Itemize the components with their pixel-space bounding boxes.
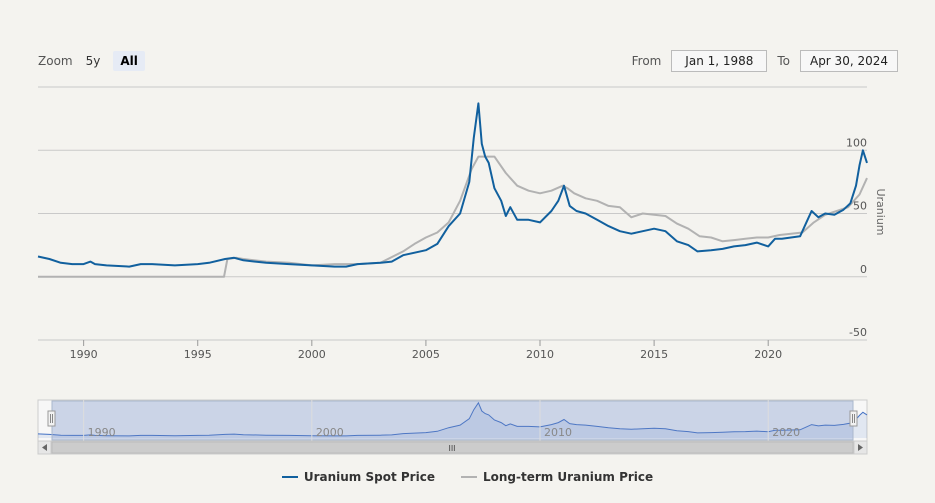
navigator-series xyxy=(37,401,868,438)
x-tick-label: 2015 xyxy=(640,348,668,361)
navigator-tick-label: 1990 xyxy=(88,426,116,439)
to-date-input[interactable]: Apr 30, 2024 xyxy=(800,50,898,72)
navigator-tick-label: 2010 xyxy=(544,426,572,439)
series-line-spot-price xyxy=(37,102,868,268)
navigator[interactable]: 1990 2000 2010 2020 xyxy=(37,399,868,442)
scrollbar-grip: III xyxy=(448,444,455,453)
y-axis: 0 50 100 -50 xyxy=(846,136,867,339)
legend-swatch-spot-price xyxy=(281,476,298,478)
scroll-right-icon xyxy=(858,444,863,451)
series-layer xyxy=(37,102,868,278)
navigator-background xyxy=(37,399,868,442)
to-label: To xyxy=(777,54,790,68)
navigator-area xyxy=(38,402,867,438)
zoom-label: Zoom xyxy=(38,54,73,68)
legend-item-long-term-price[interactable]: Long-term Uranium Price xyxy=(460,470,654,484)
legend-label-spot-price: Uranium Spot Price xyxy=(303,470,435,484)
series-line-long-term-price xyxy=(38,155,868,278)
from-date-input[interactable]: Jan 1, 1988 xyxy=(671,50,768,72)
navigator-selected-range[interactable] xyxy=(51,400,854,441)
x-tick-label: 1990 xyxy=(70,348,98,361)
legend-swatch-long-term-price xyxy=(460,476,477,478)
x-tick-label: 1995 xyxy=(184,348,212,361)
from-label: From xyxy=(631,54,662,68)
y-tick-label: 0 xyxy=(860,263,867,276)
x-tick-label: 2000 xyxy=(298,348,326,361)
x-tick-label: 2005 xyxy=(412,348,440,361)
navigator-tick-label: 2020 xyxy=(772,426,800,439)
y-axis-label: Uranium xyxy=(874,188,887,235)
scrollbar-thumb[interactable] xyxy=(51,441,854,454)
y-tick-label: 100 xyxy=(846,136,867,149)
x-axis: 1990 1995 2000 2005 2010 2015 2020 xyxy=(70,340,782,361)
legend: Uranium Spot Price Long-term Uranium Pri… xyxy=(0,470,935,484)
navigator-tick-label: 2000 xyxy=(316,426,344,439)
x-tick-label: 2010 xyxy=(526,348,554,361)
zoom-all-button[interactable]: All xyxy=(113,51,145,71)
navigator-right-handle[interactable] xyxy=(849,410,858,427)
date-range-controls: From Jan 1, 1988 To Apr 30, 2024 xyxy=(632,50,898,72)
legend-label-long-term-price: Long-term Uranium Price xyxy=(482,470,654,484)
navigator-left-handle[interactable] xyxy=(47,410,56,427)
y-tick-label: 50 xyxy=(853,200,867,213)
navigator-line xyxy=(37,401,868,437)
scrollbar[interactable]: III xyxy=(37,440,868,455)
legend-item-spot-price[interactable]: Uranium Spot Price xyxy=(281,470,435,484)
zoom-controls: Zoom 5y All xyxy=(38,51,145,71)
navigator-ticks: 1990 2000 2010 2020 xyxy=(83,400,800,441)
scroll-left-icon xyxy=(42,444,47,451)
y-tick-label: -50 xyxy=(849,326,867,339)
zoom-5y-button[interactable]: 5y xyxy=(85,54,101,68)
x-tick-label: 2020 xyxy=(754,348,782,361)
